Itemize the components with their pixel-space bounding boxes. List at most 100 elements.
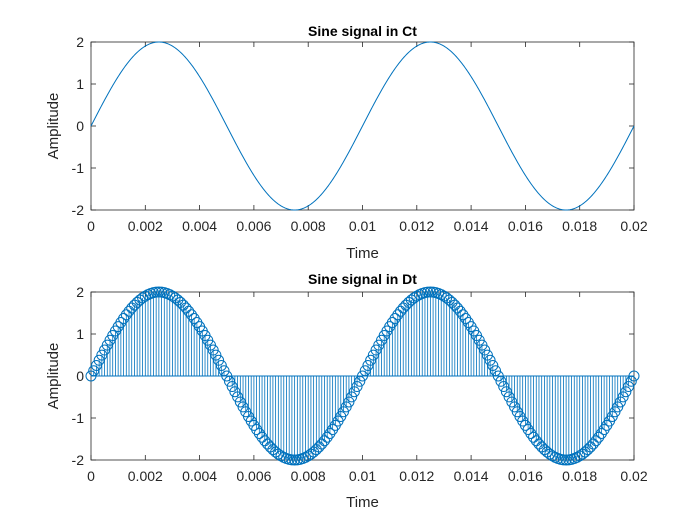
stem-marker [210,349,222,361]
x-tick-label: 0 [87,468,95,484]
stem-marker [457,309,469,321]
stem-marker [574,450,586,462]
stem-marker [215,359,227,371]
x-tick-label: 0.008 [291,468,326,484]
stem-marker [484,354,496,366]
stem-marker [525,428,537,440]
stem-marker [134,294,146,306]
continuous-signal-axes: Sine signal in Ct Time Amplitude 0 0.002 0… [45,23,648,262]
stem-marker [223,375,235,387]
stem-marker [395,305,407,317]
stem-marker [367,349,379,361]
x-tick-label: 0.016 [508,468,543,484]
stem-marker [118,312,130,324]
x-tick-label: 0.006 [236,218,271,234]
stem-marker [389,312,401,324]
stem-marker [221,370,233,382]
stem-marker [343,396,355,408]
x-tick-label: 0.01 [349,218,376,234]
x-tick-label: 0.002 [128,468,163,484]
x-tick-label: 0.014 [454,468,489,484]
stem-marker [557,454,569,466]
y-tick-label: 2 [76,284,84,300]
stem-marker [232,391,244,403]
stem-marker [392,309,404,321]
stem-marker [166,290,178,302]
stem-marker [185,309,197,321]
stem-marker [560,454,572,466]
stem-marker [123,305,135,317]
stem-marker [90,359,102,371]
stem-marker [318,435,330,447]
x-tick-label: 0.018 [562,468,597,484]
stem-marker [438,290,450,302]
stem-marker [587,438,599,450]
ticks: 0 0.002 0.004 0.006 0.008 0.01 0.012 0.014 0.016… [72,34,648,234]
x-axis-label: Time [346,245,379,262]
stem-marker [481,349,493,361]
stem-marker [571,451,583,463]
stem-marker [226,381,238,393]
stem-marker [454,305,466,317]
y-axis-label: Amplitude [45,93,62,160]
stem-marker [614,396,626,408]
y-tick-label: -1 [72,160,85,176]
stem-marker [218,365,230,377]
stem-marker [207,344,219,356]
stem-marker [498,381,510,393]
stem-marker [164,289,176,301]
y-tick-label: 1 [76,76,84,92]
y-tick-label: -2 [72,452,85,468]
y-tick-label: 0 [76,118,84,134]
stem-marker [183,305,195,317]
stem-marker [359,365,371,377]
stem-marker [299,451,311,463]
stem-marker [213,354,225,366]
x-tick-label: 0.016 [508,218,543,234]
plot-area [90,41,635,211]
stem-marker [590,435,602,447]
x-tick-label: 0.006 [236,468,271,484]
stem-marker [177,299,189,311]
stem-marker [289,454,301,466]
chart-title: Sine signal in Dt [308,271,417,287]
stem-marker [346,391,358,403]
stem-marker [530,435,542,447]
stem-marker [585,441,597,453]
stem-marker [362,359,374,371]
stem-marker [620,386,632,398]
y-axis-label: Amplitude [45,343,62,410]
x-tick-label: 0.014 [454,218,489,234]
y-tick-label: -1 [72,410,85,426]
ticks: 0 0.002 0.004 0.006 0.008 0.01 0.012 0.014 0.016… [72,284,648,484]
stem-marker [93,354,105,366]
stem-marker [354,375,366,387]
y-tick-label: 1 [76,326,84,342]
stem-marker [492,370,504,382]
stem-marker [623,381,635,393]
stem-marker [528,431,540,443]
stem-marker [503,391,515,403]
x-axis-label: Time [346,494,379,511]
sine-curve [90,41,635,211]
x-tick-label: 0.002 [128,218,163,234]
stem-marker [628,370,640,382]
stem-marker [302,450,314,462]
y-tick-label: 2 [76,34,84,50]
x-tick-label: 0.012 [399,218,434,234]
plot-area [85,286,640,466]
stem-marker [365,354,377,366]
y-tick-label: -2 [72,202,85,218]
stem-marker [348,386,360,398]
stem-marker [541,446,553,458]
stem-marker [449,299,461,311]
x-tick-label: 0.004 [182,218,217,234]
stem-marker [405,294,417,306]
stem-marker [180,302,192,314]
x-tick-label: 0.02 [620,468,647,484]
stem-marker [357,370,368,382]
stem-marker [316,438,328,450]
stem-marker [229,386,241,398]
stem-marker [321,431,333,443]
